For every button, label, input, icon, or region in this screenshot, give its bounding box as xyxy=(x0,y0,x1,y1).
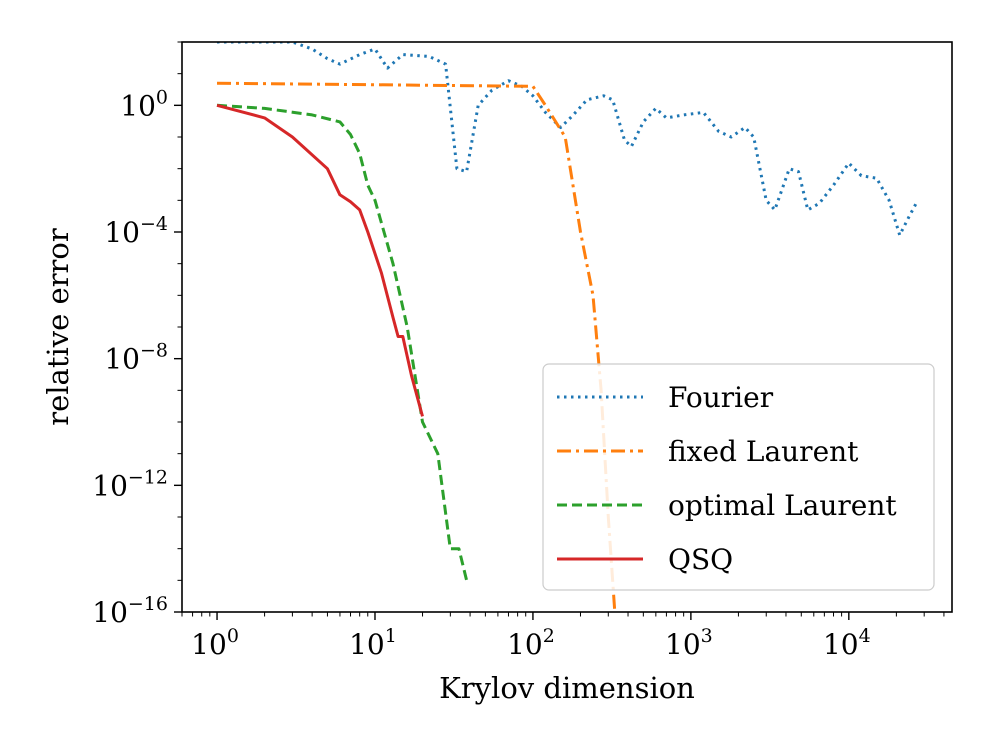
legend: Fourier fixed Laurent optimal Laurent QSQ xyxy=(542,363,935,591)
y-axis-title: relative error xyxy=(41,228,75,426)
y-tick-label: 10−16 xyxy=(92,593,168,629)
x-tick-label: 103 xyxy=(665,625,713,661)
series-layer xyxy=(216,42,919,612)
legend-label: optimal Laurent xyxy=(668,489,897,522)
x-tick-label: 102 xyxy=(507,625,555,661)
legend-label: QSQ xyxy=(668,543,733,576)
x-tick-label: 104 xyxy=(823,625,871,661)
y-tick-label: 10−4 xyxy=(104,213,168,249)
plot-frame xyxy=(181,41,953,613)
y-tick-label: 10−12 xyxy=(92,466,168,502)
legend-box xyxy=(542,363,935,591)
y-tick-label: 100 xyxy=(120,86,168,122)
y-tick-label: 10−8 xyxy=(104,340,168,376)
legend-label: Fourier xyxy=(668,381,774,414)
x-axis-title: Krylov dimension xyxy=(439,671,695,705)
series-line-qsq xyxy=(216,103,424,417)
y-axis-ticks: 100 10−4 10−8 10−12 10−16 xyxy=(92,41,182,629)
x-tick-label: 100 xyxy=(191,625,239,661)
x-axis-ticks: 100 101 102 103 104 xyxy=(181,612,945,661)
series-line-fixed-laurent xyxy=(216,81,617,612)
x-tick-label: 101 xyxy=(349,625,397,661)
legend-label: fixed Laurent xyxy=(668,435,859,468)
series-line-optimal-laurent xyxy=(216,103,469,581)
